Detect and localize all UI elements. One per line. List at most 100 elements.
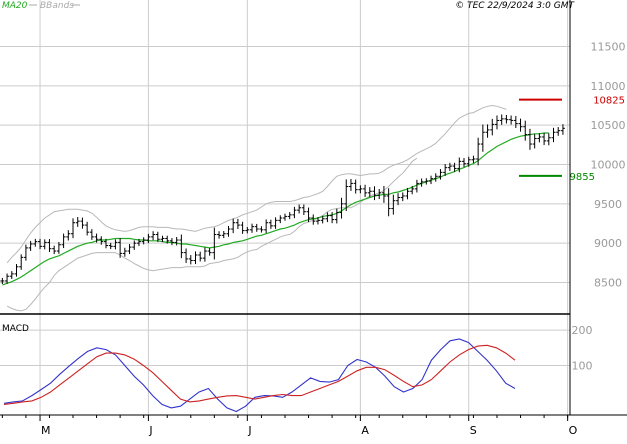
ohlc-bar — [447, 162, 452, 171]
ohlc-bar — [386, 188, 391, 217]
axis-labels: 8500 9000 9500 10000 10500 11000 11500 100 200 M J… — [2, 40, 626, 437]
ohlc-bar — [19, 254, 24, 270]
ohlc-bar — [207, 248, 212, 256]
frame-layer — [0, 0, 627, 421]
x-month-label: S — [470, 424, 477, 437]
x-month-label: J — [247, 424, 251, 437]
ohlc-bar — [556, 127, 561, 136]
ohlc-bar — [165, 235, 170, 244]
ohlc-bar — [66, 230, 71, 241]
ohlc-bar — [71, 218, 76, 239]
ohlc-bar — [52, 245, 57, 255]
ohlc-bar — [118, 237, 123, 258]
ohlc-bar — [174, 237, 179, 246]
ohlc-bar — [5, 273, 10, 284]
ohlc-bar — [85, 221, 90, 236]
ohlc-bar — [278, 215, 283, 224]
ohlc-bar — [273, 217, 278, 229]
ohlc-bar — [443, 164, 448, 176]
ohlc-bar — [103, 238, 108, 249]
ohlc-bar — [433, 173, 438, 182]
y-tick-label: 11000 — [591, 80, 626, 93]
ohlc-bar — [146, 233, 151, 244]
ohlc-bar — [509, 115, 514, 125]
ohlc-bar — [217, 231, 222, 239]
ohlc-bar — [132, 240, 137, 250]
ohlc-bar — [518, 118, 523, 132]
support-label: 9855 — [570, 172, 595, 183]
ohlc-bar — [377, 188, 382, 200]
ohlc-bar — [28, 240, 33, 251]
ohlc-bar — [151, 231, 156, 241]
ohlc-bar — [141, 237, 146, 245]
ohlc-bar — [410, 185, 415, 195]
ohlc-bar — [89, 229, 94, 240]
macd-layer — [3, 338, 516, 413]
ohlc-bar — [193, 251, 198, 265]
ohlc-bar — [250, 223, 255, 233]
ma20-line — [2, 132, 549, 286]
legend-ma20: MA20 — [2, 1, 28, 11]
ohlc-bar — [532, 134, 537, 149]
ohlc-bar — [202, 247, 207, 262]
ohlc-bar — [348, 178, 353, 191]
ohlc-bar — [504, 115, 509, 124]
x-month-label: O — [569, 424, 578, 437]
ohlc-bar — [499, 114, 504, 125]
bollinger-bands — [6, 104, 507, 312]
ohlc-bar — [363, 184, 368, 197]
ohlc-bar — [80, 217, 85, 229]
ohlc-bar — [127, 244, 132, 255]
ohlc-bar — [372, 186, 377, 201]
ohlc-bar — [466, 156, 471, 167]
ohlc-bar — [546, 133, 551, 146]
ohlc-bar — [61, 233, 66, 249]
ohlc-bar — [9, 271, 14, 279]
ohlc-bar — [480, 124, 485, 152]
ohlc-bar — [414, 179, 419, 193]
ohlc-bar — [287, 212, 292, 220]
ohlc-bar — [56, 242, 61, 254]
price-bars — [0, 114, 565, 284]
ohlc-bar — [527, 128, 532, 150]
ohlc-bar — [429, 175, 434, 185]
ohlc-bar — [339, 197, 344, 219]
ohlc-bar — [108, 242, 113, 250]
ohlc-bar — [136, 238, 141, 246]
ohlc-bar — [405, 187, 410, 200]
ohlc-bar — [254, 223, 259, 232]
ohlc-bar — [537, 133, 542, 143]
grid-layer — [0, 0, 570, 415]
y-tick-label: 10500 — [591, 119, 626, 132]
ohlc-bar — [551, 127, 556, 143]
ohlc-bar — [391, 194, 396, 215]
ohlc-bar — [94, 233, 99, 243]
ohlc-bar — [452, 162, 457, 172]
ohlc-bar — [231, 218, 236, 234]
ohlc-bar — [235, 218, 240, 229]
ohlc-bar — [367, 187, 372, 197]
ohlc-bar — [259, 226, 264, 233]
y-tick-label: 11500 — [591, 40, 626, 53]
macd-y-tick-label: 200 — [572, 324, 593, 337]
x-month-label: M — [41, 424, 51, 437]
ohlc-bar — [47, 239, 52, 252]
y-tick-label: 9500 — [594, 198, 622, 211]
ohlc-bar — [179, 234, 184, 259]
ohlc-bar — [264, 219, 269, 234]
ohlc-bar — [198, 251, 203, 262]
ohlc-bar — [330, 212, 335, 224]
legend-bbands: BBands — [40, 1, 74, 11]
ohlc-bar — [23, 244, 28, 261]
macd-title: MACD — [2, 324, 29, 334]
ohlc-bar — [113, 239, 118, 250]
ohlc-bar — [221, 230, 226, 239]
levels-layer: 10825 9855 — [519, 96, 625, 183]
ohlc-bar — [490, 118, 495, 136]
ohlc-bar — [471, 155, 476, 164]
ohlc-bar — [396, 193, 401, 206]
ohlc-bar — [268, 219, 273, 229]
ohlc-bar — [485, 124, 490, 138]
ohlc-bar — [169, 238, 174, 246]
